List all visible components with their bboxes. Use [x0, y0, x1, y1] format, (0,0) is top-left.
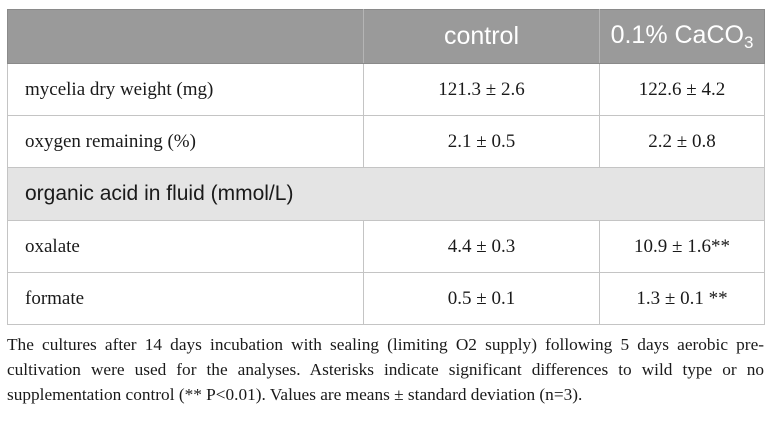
- cell-caco3: 1.3 ± 0.1 **: [599, 272, 765, 325]
- cell-caco3: 10.9 ± 1.6**: [599, 220, 765, 273]
- data-table: control 0.1% CaCO3 mycelia dry weight (m…: [7, 9, 765, 325]
- cell-control: 2.1 ± 0.5: [363, 115, 600, 168]
- header-caco3: 0.1% CaCO3: [599, 9, 765, 64]
- table-row: oxygen remaining (%) 2.1 ± 0.5 2.2 ± 0.8: [7, 115, 765, 168]
- row-label: mycelia dry weight (mg): [7, 63, 364, 116]
- table-header-row: control 0.1% CaCO3: [7, 9, 765, 64]
- row-label: formate: [7, 272, 364, 325]
- cell-control: 0.5 ± 0.1: [363, 272, 600, 325]
- section-label: organic acid in fluid (mmol/L): [7, 167, 765, 221]
- data-table-container: control 0.1% CaCO3 mycelia dry weight (m…: [7, 9, 765, 325]
- header-caco3-subscript: 3: [743, 32, 754, 52]
- header-control: control: [363, 9, 600, 64]
- header-caco3-text: 0.1% CaCO: [610, 20, 744, 49]
- cell-caco3: 122.6 ± 4.2: [599, 63, 765, 116]
- row-label: oxalate: [7, 220, 364, 273]
- table-footnote: The cultures after 14 days incubation wi…: [7, 335, 764, 404]
- cell-caco3: 2.2 ± 0.8: [599, 115, 765, 168]
- table-row: formate 0.5 ± 0.1 1.3 ± 0.1 **: [7, 272, 765, 325]
- table-row: oxalate 4.4 ± 0.3 10.9 ± 1.6**: [7, 220, 765, 273]
- table-row: mycelia dry weight (mg) 121.3 ± 2.6 122.…: [7, 63, 765, 116]
- cell-control: 4.4 ± 0.3: [363, 220, 600, 273]
- section-row: organic acid in fluid (mmol/L): [7, 167, 765, 221]
- cell-control: 121.3 ± 2.6: [363, 63, 600, 116]
- row-label: oxygen remaining (%): [7, 115, 364, 168]
- header-blank-cell: [7, 9, 364, 64]
